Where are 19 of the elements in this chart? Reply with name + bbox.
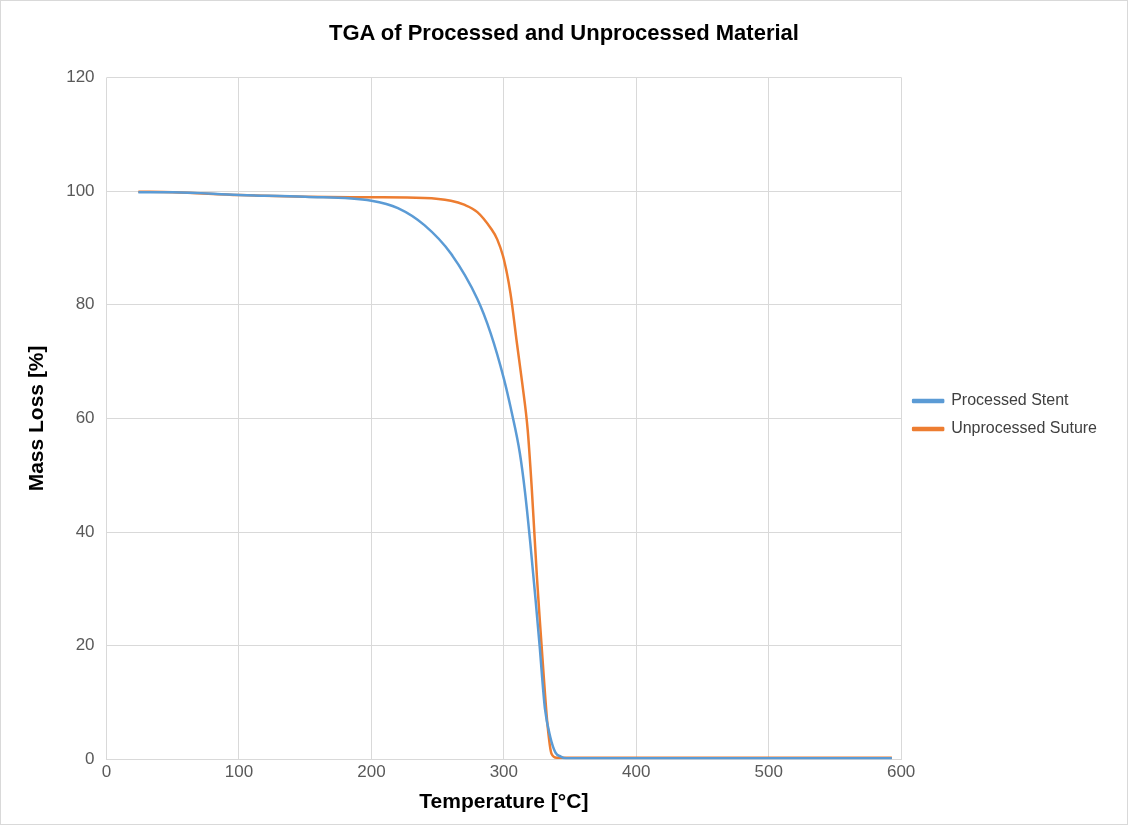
legend-label: Processed Stent [951,391,1070,409]
chart-title: TGA of Processed and Unprocessed Material [329,20,799,46]
y-tick-label: 0 [85,749,95,769]
y-tick-label: 20 [75,635,95,655]
y-axis-title: Mass Loss [%] [24,345,48,492]
y-tick-label: 60 [75,408,95,428]
y-tick-label: 100 [66,180,95,200]
x-tick-label: 200 [357,762,386,782]
x-tick-label: 100 [224,762,254,782]
legend-label: Unprocessed Suture [951,419,1098,437]
y-tick-label: 120 [66,67,95,87]
x-axis-title: Temperature [°C] [419,789,589,813]
y-tick-label: 80 [75,294,95,314]
x-tick-label: 0 [101,762,112,782]
x-tick-label: 400 [622,762,651,782]
x-tick-label: 300 [489,762,519,782]
y-tick-label: 40 [75,521,95,541]
x-tick-label: 600 [886,762,916,782]
x-tick-label: 500 [754,762,783,782]
